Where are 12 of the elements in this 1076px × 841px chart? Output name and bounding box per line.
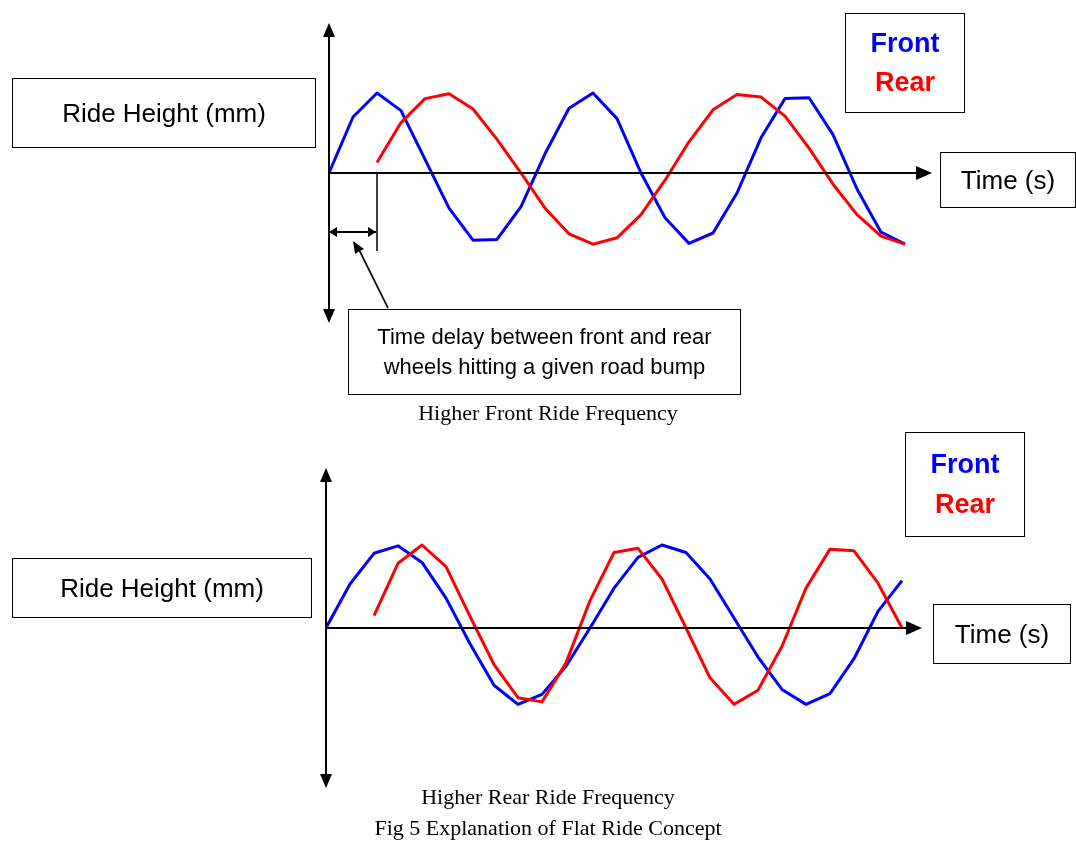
text: Rear [934,487,996,521]
text: Time delay between front and rear wheels hitting a given road bump [348,309,741,395]
y-axis-title: Ride Height (mm) [12,558,312,618]
text: Higher Front Ride Frequency [417,400,679,426]
caption: Fig 5 Explanation of Flat Ride Concept [373,815,723,841]
y-axis-title: Ride Height (mm) [12,78,316,148]
x-axis-title: Time (s) [933,604,1071,664]
text: Front [870,26,940,60]
text: Higher Rear Ride Frequency [420,784,676,810]
x-axis-title: Time (s) [940,152,1076,208]
text: Front [930,448,1000,482]
text: Rear [874,66,936,99]
